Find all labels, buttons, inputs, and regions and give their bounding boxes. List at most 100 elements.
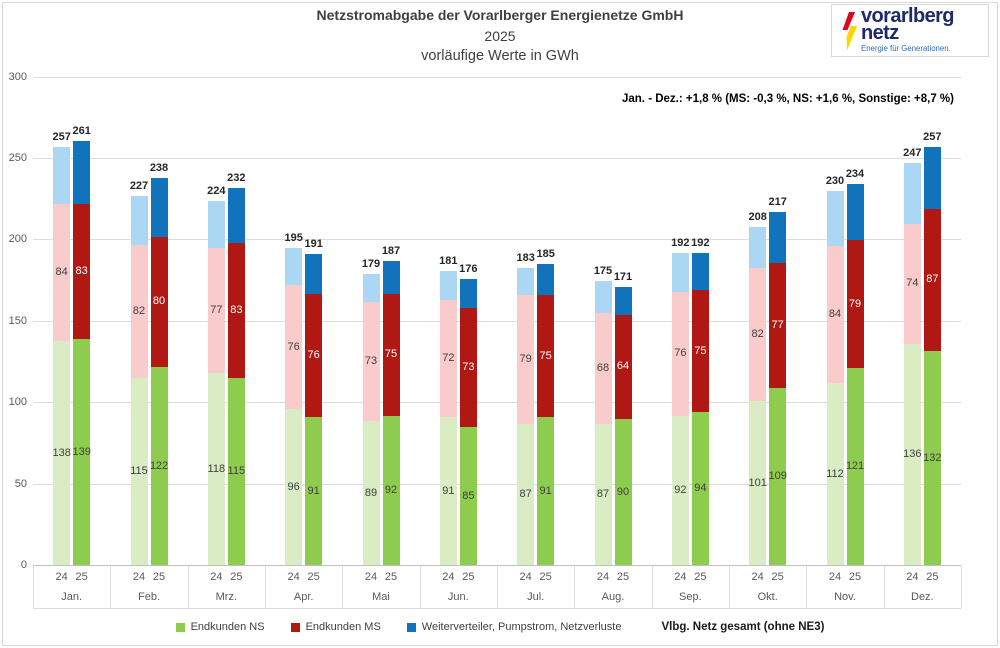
band-separator-0 (33, 566, 34, 608)
value-label-okt-25-ms: 77 (771, 318, 784, 331)
value-label-dez-24-ns: 136 (903, 448, 922, 461)
total-label-mrz-25: 232 (227, 171, 246, 184)
bar-segment-feb-24-ns (130, 378, 148, 566)
total-label-jul-25: 185 (536, 248, 555, 261)
bar-segment-sep-25-ms (691, 290, 709, 413)
year-label-mai-24: 24 (364, 570, 378, 583)
bar-segment-sep-25-wv (691, 252, 709, 291)
year-label-jan-24: 24 (55, 570, 68, 583)
bar-segment-apr-25-wv (305, 254, 323, 294)
bar-segment-jun-24-ms (439, 300, 457, 418)
bar-segment-mrz-25-ns (227, 378, 245, 566)
value-label-mrz-25-ns: 115 (227, 465, 246, 478)
bar-segment-mai-24-ns (362, 420, 380, 566)
bar-segment-apr-24-ns (285, 409, 303, 566)
year-label-apr-25: 25 (307, 570, 320, 583)
year-label-dez-24: 24 (906, 570, 919, 583)
value-label-jan-24-ms: 84 (55, 265, 68, 278)
total-label-apr-24: 195 (284, 231, 303, 244)
bar-segment-jul-24-wv (517, 267, 535, 296)
logo-word-vorarlberg: vorarlberg (861, 5, 955, 27)
total-label-sep-24: 192 (671, 236, 690, 249)
bar-segment-dez-24-ns (903, 344, 921, 566)
band-separator-7 (574, 566, 576, 608)
value-label-feb-24-ns: 115 (130, 465, 148, 478)
total-label-aug-24: 175 (593, 264, 613, 277)
bar-segment-sep-24-ns (671, 415, 689, 566)
value-label-jun-25-ms: 73 (462, 361, 475, 374)
year-label-feb-25: 25 (152, 570, 166, 583)
bar-segment-dez-25-ms (923, 208, 941, 351)
bar-segment-apr-24-wv (285, 247, 303, 286)
vorarlberg-netz-logo: vorarlberg netz Energie für Generationen… (831, 4, 989, 57)
band-bottom-line (33, 608, 961, 609)
year-label-okt-25: 25 (771, 570, 784, 583)
bar-segment-dez-25-ns (923, 350, 941, 566)
value-label-jan-24-ns: 138 (52, 446, 71, 459)
total-label-jan-24: 257 (52, 131, 71, 144)
bar-segment-mai-24-ms (362, 301, 380, 421)
total-label-jun-25: 176 (459, 262, 478, 275)
value-label-aug-25-ns: 90 (616, 485, 630, 498)
year-label-mai-25: 25 (384, 570, 398, 583)
year-label-sep-24: 24 (674, 570, 687, 583)
bar-segment-jan-25-ns (73, 339, 91, 566)
bar-segment-mrz-24-ms (207, 247, 225, 374)
value-label-feb-25-ns: 122 (149, 459, 169, 472)
value-label-apr-24-ms: 76 (287, 340, 300, 353)
band-separator-2 (187, 566, 189, 608)
bar-segment-mai-24-wv (362, 274, 380, 302)
value-label-okt-25-ns: 109 (768, 470, 787, 483)
bar-segment-feb-24-ms (130, 244, 148, 379)
bar-segment-jun-25-ms (459, 308, 477, 428)
total-label-sep-25: 192 (691, 236, 710, 249)
value-label-mrz-24-ns: 118 (207, 462, 226, 475)
legend-swatch-2 (406, 622, 416, 632)
total-label-nov-25: 234 (845, 168, 865, 181)
gridline-200 (33, 239, 961, 241)
bar-segment-jul-24-ns (517, 423, 535, 566)
total-label-mai-25: 187 (381, 245, 401, 257)
bar-segment-jan-24-ns (53, 340, 71, 566)
y-axis-label-100: 100 (8, 396, 27, 409)
bar-segment-jan-25-ms (73, 204, 91, 340)
legend-item-0: Endkunden NS (175, 621, 265, 633)
y-axis-label-150: 150 (8, 314, 27, 327)
bar-segment-feb-25-ns (150, 366, 168, 566)
year-label-apr-24: 24 (287, 570, 300, 583)
total-label-okt-24: 208 (748, 210, 767, 223)
value-label-aug-24-ms: 68 (596, 361, 610, 374)
month-label-dez: Dez. (911, 590, 934, 603)
gridline-300 (33, 76, 961, 78)
y-axis-label-0: 0 (20, 559, 27, 571)
total-label-jan-25: 261 (72, 124, 91, 137)
total-label-jul-24: 183 (516, 251, 535, 264)
value-label-sep-25-ms: 75 (694, 344, 707, 357)
legend-swatch-1 (290, 622, 300, 632)
month-label-nov: Nov. (834, 590, 856, 603)
value-label-dez-25-ns: 132 (923, 451, 942, 464)
bar-segment-jan-24-wv (53, 147, 71, 204)
band-separator-9 (729, 566, 730, 608)
bar-segment-nov-24-ms (826, 246, 844, 384)
month-label-jul: Jul. (527, 590, 545, 603)
year-label-aug-24: 24 (596, 570, 610, 583)
value-label-jun-25-ns: 85 (462, 489, 475, 502)
bar-segment-okt-25-ms (769, 262, 787, 388)
bar-segment-feb-24-wv (130, 195, 148, 245)
lightning-bolt-icon (842, 12, 857, 51)
legend-items: Endkunden NS Endkunden MS Weiterverteiler,… (175, 621, 621, 633)
value-label-mai-25-ns: 92 (384, 484, 398, 497)
bar-segment-sep-25-ns (691, 412, 709, 566)
total-label-dez-24: 247 (903, 147, 922, 160)
bar-segment-okt-24-ms (749, 267, 767, 402)
bar-segment-dez-24-ms (903, 223, 921, 345)
year-label-sep-25: 25 (694, 570, 707, 583)
bar-segment-aug-25-ms (614, 314, 632, 419)
value-label-sep-24-ns: 92 (674, 484, 687, 497)
year-label-okt-24: 24 (751, 570, 764, 583)
year-label-jan-25: 25 (75, 570, 88, 583)
bar-segment-aug-24-ns (594, 423, 612, 566)
legend-item-2: Weiterverteiler, Pumpstrom, Netzverluste (406, 621, 621, 633)
bar-segment-mrz-25-wv (227, 187, 245, 244)
